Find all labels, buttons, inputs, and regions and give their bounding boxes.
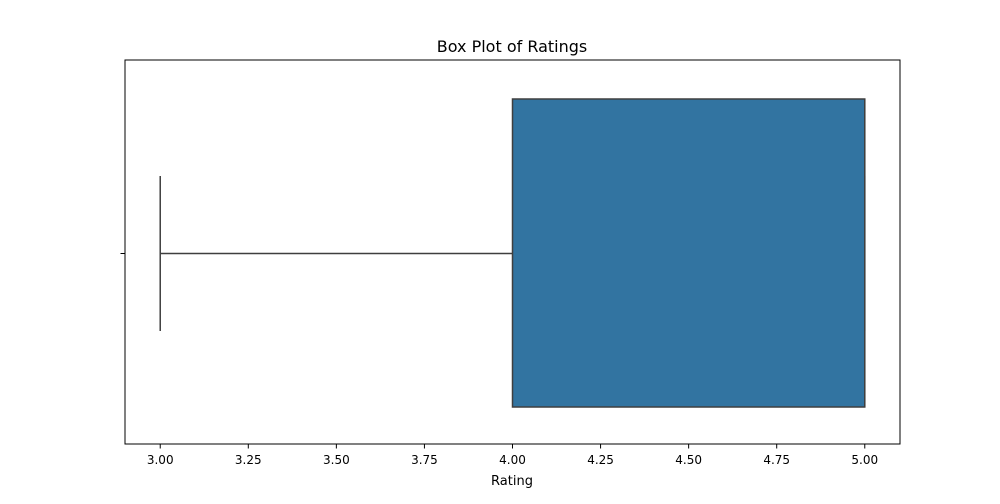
x-tick-label: 4.00: [499, 453, 526, 467]
x-axis-ticks: 3.00 3.25 3.50 3.75 4.00 4.25 4.50 4.75 5.00: [147, 444, 878, 467]
x-tick-label: 3.25: [235, 453, 262, 467]
axes-frame: [124, 59, 901, 445]
plot-area: [159, 98, 866, 408]
x-axis-label: Rating: [491, 474, 533, 489]
x-tick-label: 3.00: [147, 453, 174, 467]
x-tick-label: 4.25: [587, 453, 614, 467]
x-tick-label: 3.75: [411, 453, 438, 467]
box-iqr: [511, 98, 866, 408]
x-tick-label: 3.50: [323, 453, 350, 467]
x-tick-label: 4.75: [763, 453, 790, 467]
x-tick-label: 4.50: [675, 453, 702, 467]
x-tick-label: 5.00: [851, 453, 878, 467]
chart-title: Box Plot of Ratings: [437, 37, 588, 56]
